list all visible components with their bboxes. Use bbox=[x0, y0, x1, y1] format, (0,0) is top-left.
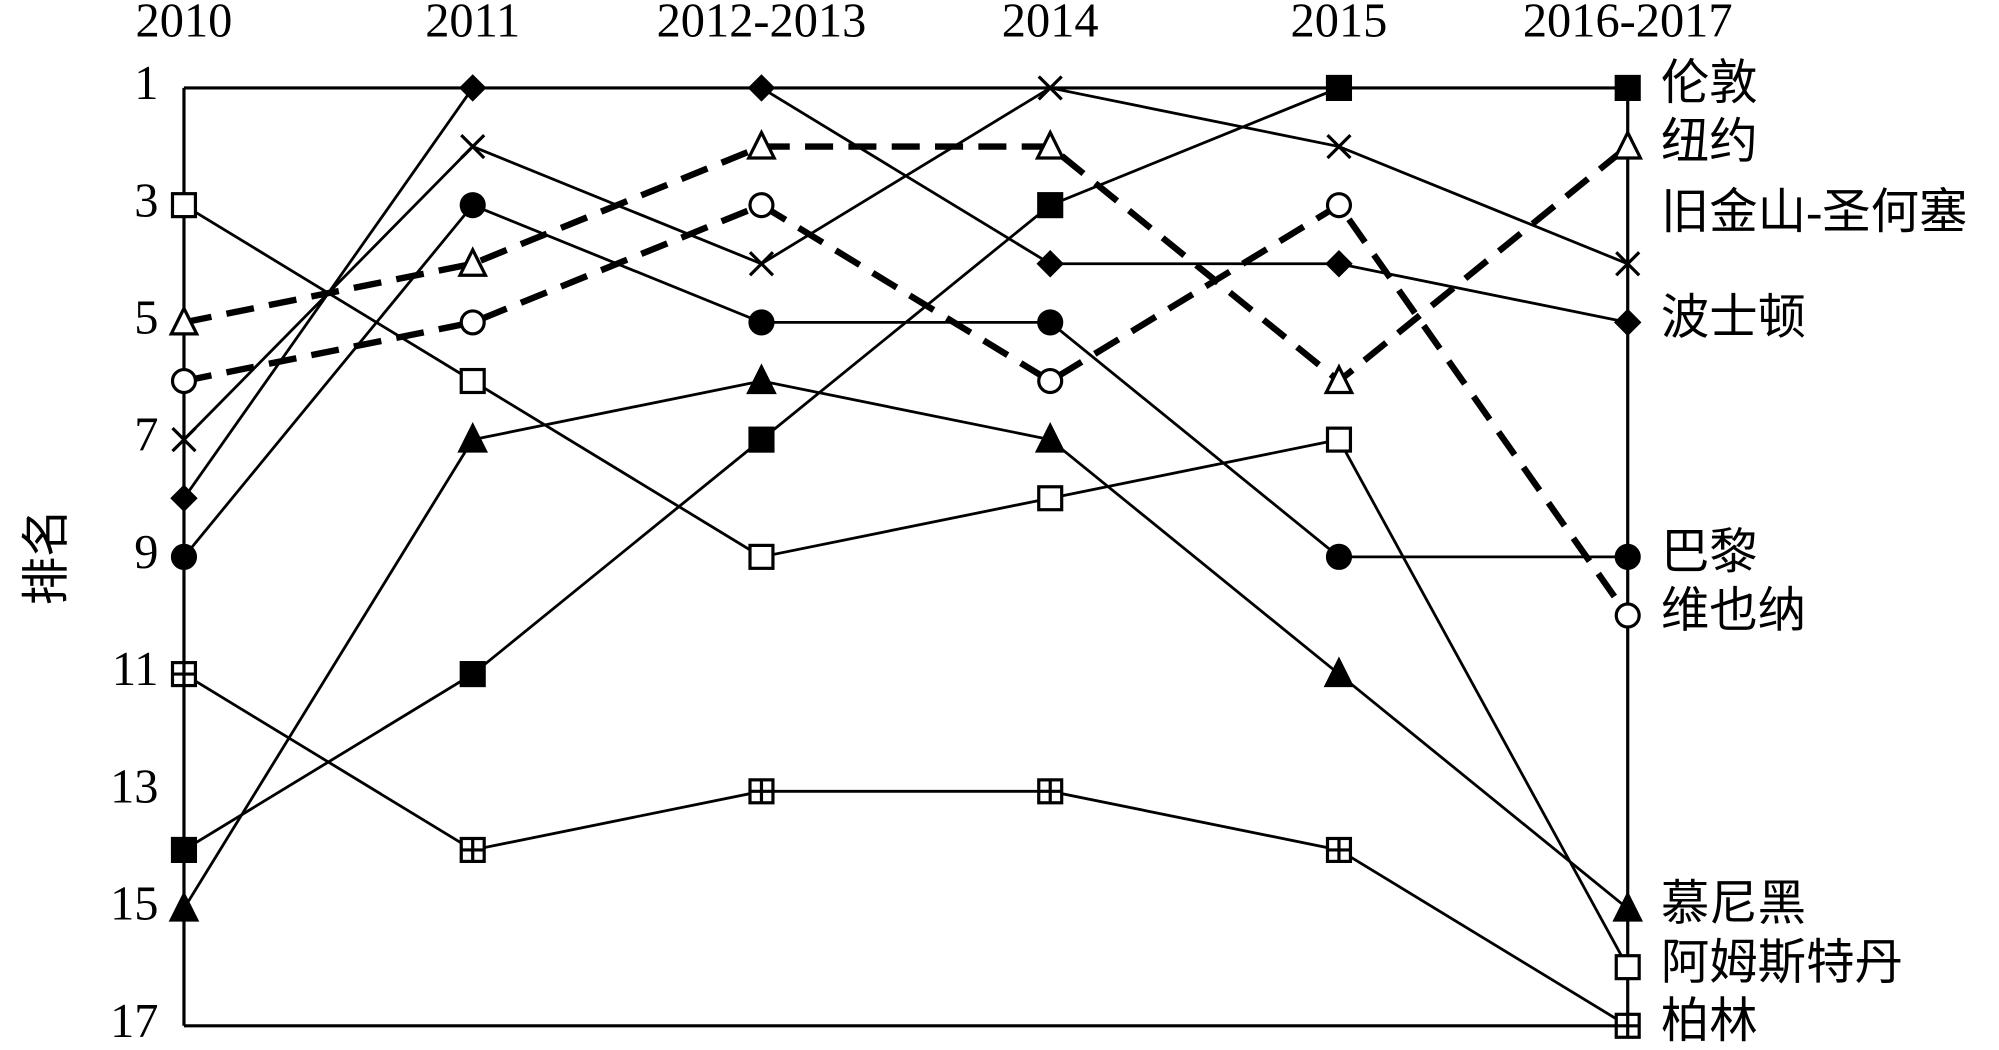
marker bbox=[170, 836, 198, 864]
marker-plus bbox=[172, 662, 196, 686]
marker bbox=[1037, 485, 1064, 512]
marker bbox=[171, 427, 197, 453]
marker bbox=[748, 251, 775, 277]
y-tick-label: 7 bbox=[134, 409, 158, 462]
marker bbox=[746, 363, 777, 395]
series-line bbox=[183, 672, 1629, 1027]
marker bbox=[457, 422, 489, 453]
marker bbox=[459, 192, 486, 219]
y-tick-label: 17 bbox=[110, 995, 158, 1048]
series bbox=[170, 661, 1641, 1039]
marker bbox=[1326, 133, 1352, 160]
y-tick-label: 11 bbox=[112, 643, 159, 696]
marker bbox=[459, 661, 486, 688]
marker-plus bbox=[461, 838, 485, 862]
marker bbox=[1325, 74, 1353, 101]
marker bbox=[1323, 656, 1355, 688]
marker bbox=[1034, 422, 1066, 453]
series-line bbox=[182, 379, 1629, 910]
marker bbox=[747, 74, 776, 102]
y-tick-label: 13 bbox=[110, 760, 158, 813]
series bbox=[170, 192, 1641, 981]
x-tick-label: 2010 bbox=[136, 0, 233, 48]
marker bbox=[458, 74, 487, 102]
series-line bbox=[183, 143, 1630, 386]
marker bbox=[1614, 602, 1641, 629]
y-tick-label: 3 bbox=[134, 174, 158, 227]
marker bbox=[170, 543, 198, 570]
series bbox=[168, 128, 1644, 395]
marker bbox=[1325, 426, 1353, 453]
series bbox=[171, 75, 1641, 453]
legend-label: 纽约 bbox=[1661, 116, 1758, 169]
legend-label: 阿姆斯特丹 bbox=[1661, 936, 1903, 989]
marker bbox=[459, 367, 486, 395]
marker bbox=[168, 890, 200, 922]
series bbox=[170, 192, 1641, 629]
marker bbox=[748, 426, 775, 453]
marker bbox=[1614, 543, 1641, 570]
marker bbox=[1323, 363, 1355, 395]
marker-plus bbox=[1616, 1014, 1640, 1038]
marker bbox=[170, 192, 198, 219]
legend-label: 慕尼黑 bbox=[1661, 878, 1806, 931]
marker bbox=[1037, 367, 1064, 395]
marker bbox=[1036, 250, 1064, 278]
marker bbox=[1325, 192, 1353, 219]
series bbox=[170, 74, 1641, 864]
marker bbox=[1615, 251, 1641, 277]
series bbox=[168, 363, 1644, 922]
marker bbox=[1325, 543, 1353, 570]
marker bbox=[748, 309, 775, 336]
series bbox=[170, 192, 1641, 570]
marker bbox=[1037, 75, 1063, 101]
x-tick-label: 2014 bbox=[1002, 0, 1099, 48]
marker bbox=[1037, 192, 1064, 219]
y-axis-label: 排名 bbox=[21, 508, 74, 605]
marker bbox=[1037, 309, 1064, 336]
y-tick-label: 5 bbox=[134, 292, 158, 345]
legend-label: 维也纳 bbox=[1661, 585, 1806, 638]
legend-label: 巴黎 bbox=[1661, 526, 1758, 579]
legend-label: 伦敦 bbox=[1661, 57, 1758, 110]
series bbox=[170, 74, 1642, 512]
marker bbox=[746, 128, 777, 160]
marker-plus bbox=[749, 779, 773, 803]
marker bbox=[1612, 128, 1644, 160]
series-line bbox=[183, 200, 1631, 618]
x-tick-label: 2016-2017 bbox=[1523, 0, 1733, 48]
marker-plus bbox=[1038, 779, 1062, 803]
marker bbox=[1614, 954, 1641, 981]
marker bbox=[1612, 890, 1644, 922]
y-tick-label: 9 bbox=[134, 526, 158, 579]
marker bbox=[170, 367, 198, 395]
marker bbox=[748, 192, 775, 219]
marker bbox=[457, 246, 489, 277]
legend-label: 旧金山-圣何塞 bbox=[1661, 186, 1968, 239]
series-line bbox=[183, 203, 1629, 968]
marker bbox=[748, 543, 775, 570]
x-tick-label: 2015 bbox=[1291, 0, 1388, 48]
x-tick-label: 2012-2013 bbox=[657, 0, 867, 48]
y-tick-label: 1 bbox=[134, 57, 158, 110]
legend-label: 波士顿 bbox=[1661, 292, 1806, 345]
series-line bbox=[183, 86, 1628, 852]
marker bbox=[1034, 128, 1066, 160]
y-tick-label: 15 bbox=[110, 878, 158, 931]
marker bbox=[1614, 74, 1641, 101]
marker-plus bbox=[1327, 838, 1351, 862]
marker bbox=[459, 309, 486, 336]
series-line bbox=[182, 203, 1628, 559]
legend-label: 柏林 bbox=[1661, 995, 1758, 1048]
marker bbox=[1325, 250, 1353, 278]
x-tick-label: 2011 bbox=[425, 0, 520, 48]
marker bbox=[460, 133, 486, 160]
series-line bbox=[182, 86, 1629, 441]
marker bbox=[170, 484, 198, 512]
marker bbox=[1613, 308, 1642, 337]
marker bbox=[168, 304, 200, 336]
